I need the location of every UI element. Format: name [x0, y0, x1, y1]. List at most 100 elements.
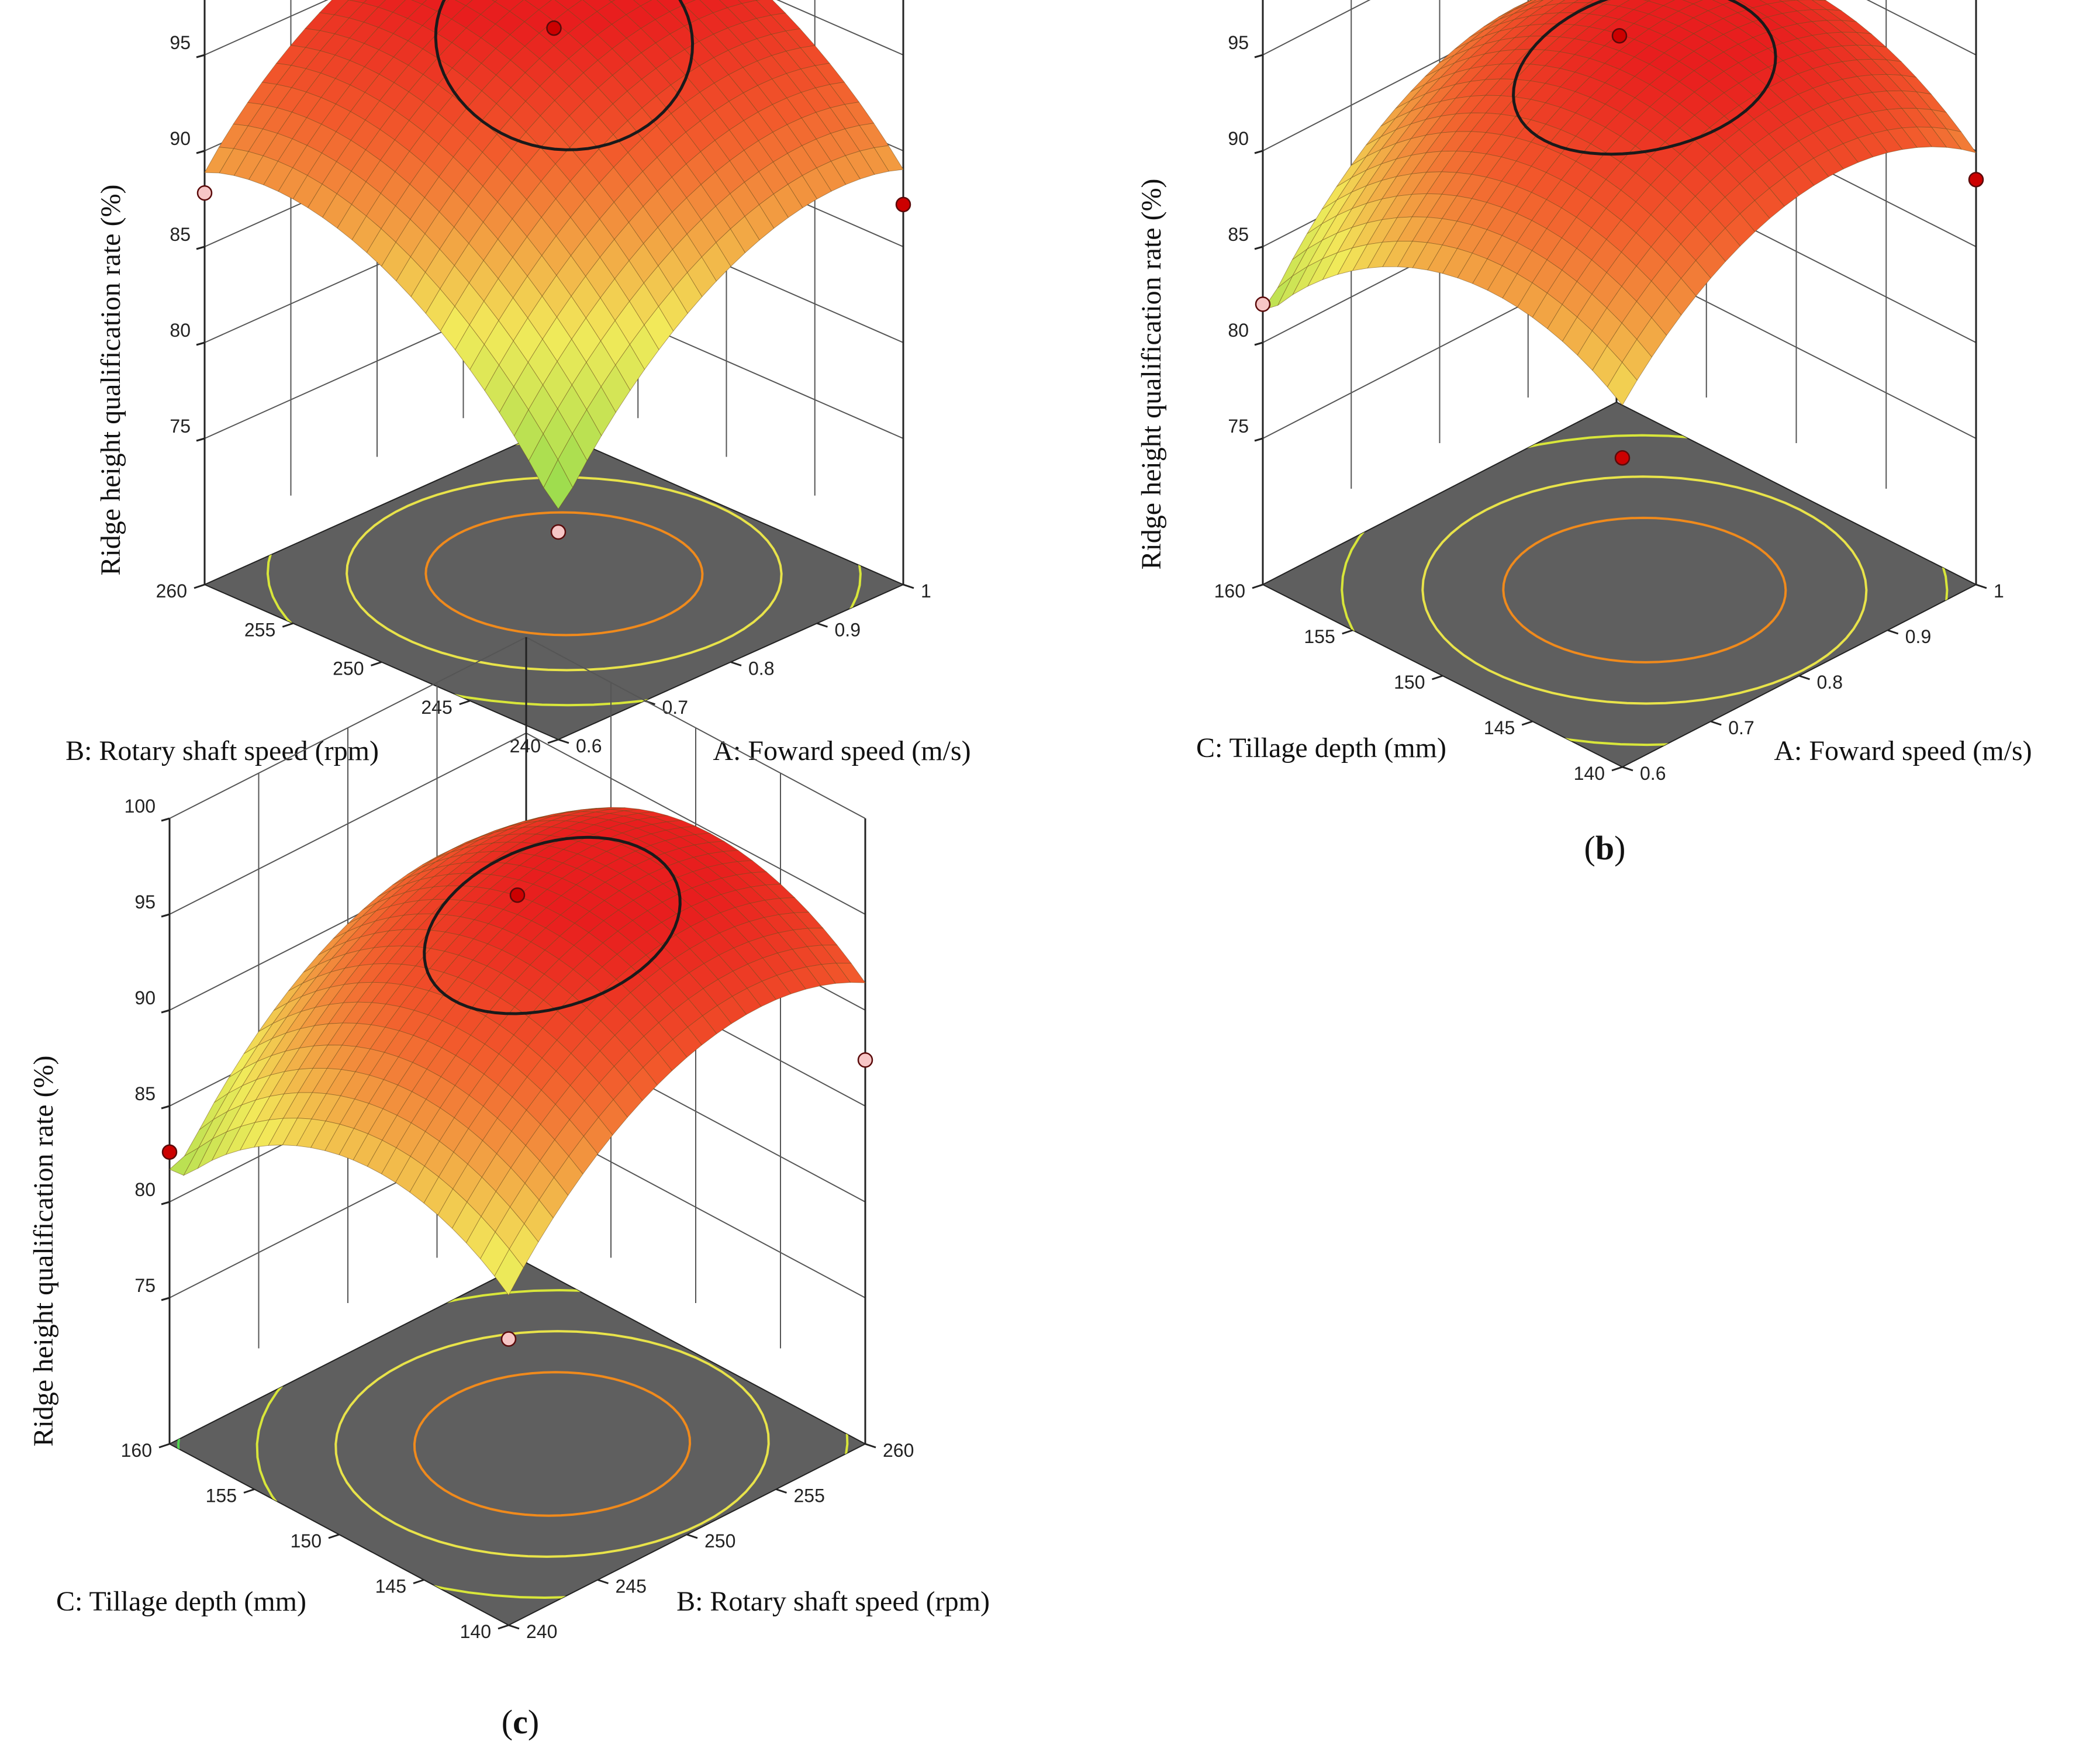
x-tick-label: 150 [1394, 672, 1425, 693]
y-tick-label: 240 [526, 1621, 557, 1642]
design-point [500, 1331, 517, 1347]
x-tick-mark [498, 1624, 509, 1630]
y-tick-label: 0.6 [576, 735, 602, 756]
y-tick-label: 260 [883, 1440, 914, 1461]
y-tick-label: 0.6 [1640, 763, 1666, 784]
caption-paren-close: ) [528, 1703, 539, 1741]
x-tick-mark [371, 661, 382, 666]
x-tick-label: 160 [1214, 580, 1245, 602]
y-tick-mark [1975, 583, 1987, 589]
caption-letter: c [513, 1703, 528, 1741]
x-tick-mark [547, 738, 559, 744]
z-tick-mark [161, 913, 170, 918]
x-tick-label: 145 [1484, 717, 1515, 738]
y-tick-mark [508, 1624, 520, 1630]
y-tick-mark [1799, 675, 1810, 680]
design-point [546, 20, 562, 36]
y-tick-label: 255 [794, 1485, 825, 1506]
floor-contour-line [334, 1330, 770, 1558]
surface-cell [608, 0, 616, 2]
z-tick-mark [1254, 150, 1263, 154]
floor-contour-line [1502, 516, 1787, 664]
z-tick-label: 80 [1228, 320, 1249, 341]
y-tick-label: 0.9 [1905, 626, 1931, 647]
x-axis-label: C: Tillage depth (mm) [1196, 732, 1446, 763]
y-tick-label: 1 [1994, 580, 2004, 602]
x-tick-mark [1342, 629, 1353, 635]
design-point [161, 1144, 178, 1160]
design-point [1255, 296, 1271, 312]
caption-paren-open: ( [502, 1703, 513, 1741]
x-tick-mark [328, 1533, 340, 1539]
x-tick-mark [194, 583, 205, 589]
z-tick-label: 75 [170, 416, 191, 437]
z-tick-label: 75 [1228, 416, 1249, 437]
z-axis-label: Ridge height qualification rate (%) [1136, 178, 1167, 569]
x-tick-mark [1611, 766, 1623, 772]
wall-gridline [204, 0, 904, 56]
surface-contour-line [423, 835, 682, 1015]
panel-b: 1401451501551600.60.70.80.91758085909510… [1136, 0, 2032, 867]
z-tick-mark [161, 1009, 170, 1014]
floor-contour-line [1421, 475, 1868, 705]
surface-cell [1607, 362, 1638, 406]
z-tick-mark [196, 246, 205, 250]
x-tick-label: 155 [206, 1485, 237, 1506]
surface-cell [543, 459, 574, 510]
design-point [895, 196, 911, 213]
caption-paren-close: ) [1614, 829, 1625, 867]
design-point [1611, 27, 1628, 44]
x-tick-label: 155 [1304, 626, 1335, 647]
z-tick-label: 85 [170, 224, 191, 245]
y-axis-label: B: Rotary shaft speed (rpm) [676, 1586, 990, 1617]
x-tick-label: 250 [333, 658, 364, 679]
y-axis-label: A: Foward speed (m/s) [1774, 735, 2032, 766]
surface-cell [494, 1248, 524, 1296]
y-tick-mark [776, 1488, 787, 1494]
design-point [509, 887, 526, 903]
surface-contour-line [1512, 0, 1777, 156]
y-tick-mark [686, 1533, 698, 1539]
y-tick-label: 0.7 [662, 697, 688, 718]
caption-letter: b [1595, 829, 1614, 867]
x-tick-label: 160 [121, 1440, 152, 1461]
y-tick-mark [1710, 720, 1722, 726]
x-tick-mark [282, 622, 293, 628]
x-axis-label: B: Rotary shaft speed (rpm) [65, 735, 379, 766]
z-tick-label: 90 [170, 128, 191, 149]
z-tick-mark [1254, 437, 1263, 442]
z-tick-mark [196, 341, 205, 346]
y-tick-label: 0.8 [1817, 672, 1843, 693]
z-tick-label: 90 [134, 987, 156, 1008]
panel-caption: (b) [1584, 829, 1626, 867]
z-tick-label: 90 [1228, 128, 1249, 149]
x-tick-mark [1521, 720, 1533, 726]
y-tick-mark [1887, 629, 1899, 635]
y-tick-mark [1622, 766, 1633, 772]
z-tick-mark [1254, 246, 1263, 250]
axes: 140 145 150 155 160 240 245 250 255 260 75 80 85 90 95… [121, 637, 914, 1642]
z-tick-label: 100 [125, 796, 156, 817]
z-tick-mark [161, 817, 170, 822]
y-tick-mark [903, 583, 914, 589]
surface-cell [491, 0, 498, 2]
z-tick-mark [196, 437, 205, 442]
contour-floor [168, 1262, 867, 1626]
z-tick-mark [161, 1201, 170, 1205]
y-tick-mark [865, 1443, 876, 1449]
x-tick-label: 255 [244, 619, 275, 640]
axes: 1401451501551600.60.70.80.91758085909510… [1214, 0, 2004, 784]
x-tick-label: 145 [375, 1576, 406, 1597]
design-point [1968, 171, 1984, 188]
y-tick-mark [558, 738, 569, 744]
x-tick-label: 150 [291, 1530, 322, 1552]
z-tick-label: 80 [134, 1179, 156, 1200]
z-tick-label: 85 [1228, 224, 1249, 245]
z-tick-mark [196, 150, 205, 154]
x-tick-label: 140 [460, 1621, 491, 1642]
y-tick-label: 250 [704, 1530, 735, 1552]
z-tick-mark [1254, 54, 1263, 58]
z-tick-label: 95 [170, 32, 191, 53]
y-tick-label: 1 [921, 580, 931, 602]
